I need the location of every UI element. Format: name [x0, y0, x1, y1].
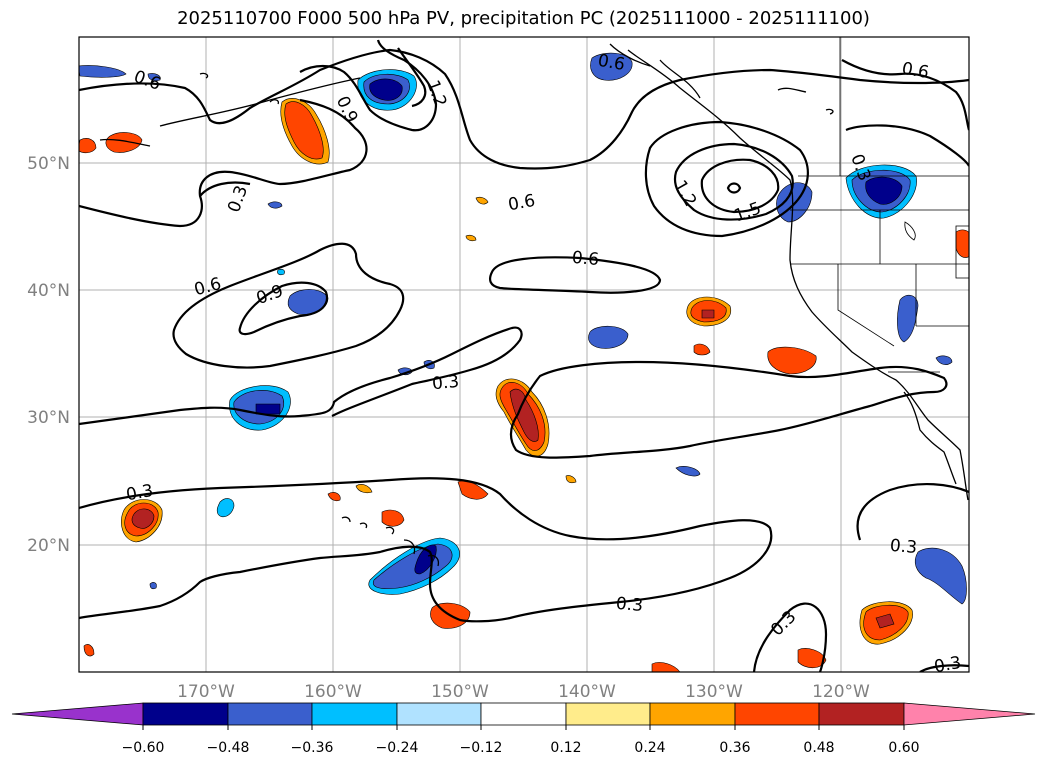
contour-0.6-west: [172, 242, 405, 369]
lon-label: 120°W: [812, 682, 870, 702]
neg-blob-mid-ocean: [588, 325, 629, 349]
colorbar-segment: [396, 702, 482, 726]
map-frame: [78, 36, 970, 673]
colorbar-tick-label: 0.48: [803, 740, 834, 756]
contour-0.3-far-east: [856, 482, 969, 541]
contour-0.6-north: [79, 48, 969, 170]
lat-label: 50°N: [27, 154, 70, 174]
colorbar-segment: [142, 702, 229, 726]
map-title: 2025110700 F000 500 hPa PV, precipitatio…: [177, 8, 870, 29]
contour-label: 0.6: [900, 59, 930, 83]
colorbar-tick-label: −0.24: [376, 740, 419, 756]
pos-blob-ca-offshore: [767, 346, 817, 375]
contour-0.9-west: [238, 281, 329, 336]
lon-label: 170°W: [177, 682, 235, 702]
contour-0.9: [299, 39, 438, 132]
contour-label: 0.3: [125, 481, 155, 505]
colorbar-tick-label: 0.24: [634, 740, 665, 756]
contour-0.3-far-east-2: [919, 664, 969, 672]
contour-label: 0.3: [615, 594, 644, 616]
colorbar-tick-label: −0.60: [122, 740, 165, 756]
colorbar-segment: [649, 702, 736, 726]
contour-0.6-low: [644, 120, 809, 238]
contour-1.5-low: [700, 158, 780, 214]
coastlines: [99, 43, 969, 567]
contour-label: 0.3: [431, 372, 460, 394]
contour-label: 0.6: [507, 191, 537, 215]
neg-blob-northwest: [79, 65, 127, 78]
contour-label: 0.6: [571, 248, 600, 270]
contour-0.6-mid: [489, 256, 662, 294]
contour-label: 0.6: [596, 51, 626, 75]
lat-label: 30°N: [27, 408, 70, 428]
colorbar-tick-label: −0.12: [460, 740, 503, 756]
neg-blob-gulf-east: [590, 52, 633, 81]
contour-1.2-low: [673, 142, 794, 221]
colorbar-tick-label: 0.60: [888, 740, 919, 756]
neg-blob-baja-south: [914, 547, 967, 605]
contour-0.3-south: [79, 477, 773, 623]
contour-0.3-mid: [79, 326, 523, 426]
colorbar-extend-high: [903, 702, 1036, 726]
contour-0.3-east: [752, 602, 828, 672]
colorbar-ticks: [142, 725, 905, 730]
contour-label: 0.3: [889, 536, 918, 558]
colorbar-segment: [565, 702, 651, 726]
lat-label: 40°N: [27, 281, 70, 301]
colorbar-segment: [227, 702, 313, 726]
contour-label: 0.3: [933, 653, 963, 677]
colorbar-extend-low: [11, 702, 144, 726]
contour-0.3-north: [79, 98, 368, 228]
gridlines: [79, 37, 969, 672]
lat-axis-labels: 50°N 40°N 30°N 20°N: [27, 154, 70, 556]
colorbar-tick-label: 0.36: [719, 740, 750, 756]
map-panel: [79, 37, 969, 672]
colorbar: [11, 702, 1036, 726]
colorbar-tick-label: 0.12: [550, 740, 581, 756]
colorbar-tick-label: −0.48: [207, 740, 250, 756]
lon-label: 160°W: [304, 682, 362, 702]
contour-0.6-ne: [841, 59, 969, 131]
lon-axis-labels: 170°W 160°W 150°W 140°W 130°W 120°W: [177, 682, 870, 702]
pv-contours: [79, 39, 969, 672]
lon-label: 150°W: [431, 682, 489, 702]
colorbar-tick-labels: −0.60 −0.48 −0.36 −0.24 −0.12 0.12 0.24 …: [122, 740, 920, 756]
contour-labels: 0.6 0.9 1.2 0.3 0.6 0.6 1.2 1.5 0.6 0.6 …: [125, 51, 963, 677]
neg-blob-oregon: [897, 294, 919, 343]
colorbar-segment: [311, 702, 398, 726]
contour-1.2: [397, 47, 427, 108]
colorbar-segment: [480, 702, 567, 726]
colorbar-tick-label: −0.36: [291, 740, 334, 756]
lat-label: 20°N: [27, 536, 70, 556]
colorbar-segment: [818, 702, 905, 726]
contour-east-loop: [845, 124, 969, 167]
contour-0.3-0.3-west: [199, 181, 251, 197]
lon-label: 140°W: [558, 682, 616, 702]
contour-0.3-south-loop: [509, 360, 948, 459]
lon-label: 130°W: [685, 682, 743, 702]
colorbar-segment: [734, 702, 820, 726]
